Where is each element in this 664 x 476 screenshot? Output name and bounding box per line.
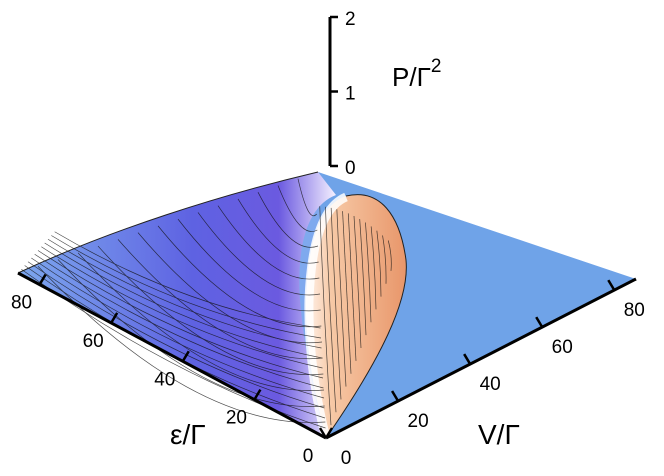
z-tick-label: 0: [345, 158, 356, 179]
v-axis-line: [325, 277, 637, 440]
eps-tick-label: 0: [303, 446, 314, 467]
surface-mesh: [21, 178, 392, 429]
v-tick-label: 80: [624, 300, 645, 321]
mesh-line: [77, 252, 325, 391]
v-axis-label: V/Γ: [478, 419, 520, 450]
mesh-line: [376, 230, 382, 297]
z-tick-label: 2: [345, 9, 356, 30]
mesh-line: [330, 207, 342, 400]
mesh-line: [197, 212, 321, 296]
v-tick-mark: [463, 353, 472, 365]
mesh-line: [27, 261, 325, 409]
eps-tick-label: 40: [154, 369, 175, 390]
mesh-line: [237, 198, 319, 264]
eps-tick-mark: [181, 350, 190, 362]
eps-tick-mark: [324, 427, 334, 439]
mesh-line: [365, 222, 372, 323]
mesh-line: [31, 257, 325, 399]
v-tick-label: 0: [341, 448, 352, 469]
eps-tick-mark: [38, 273, 47, 286]
eps-tick-label: 80: [11, 293, 32, 314]
v-tick-mark: [535, 316, 544, 328]
eps-tick-mark: [253, 388, 262, 401]
mesh-line: [157, 225, 322, 328]
mesh-line: [117, 239, 323, 360]
eps-axis-label: ε/Γ: [170, 419, 206, 450]
mesh-line: [325, 206, 337, 413]
surface-left-sheet: [18, 172, 336, 438]
mesh-line: [319, 206, 332, 426]
mesh-line: [51, 235, 322, 339]
eps-tick-label: 60: [83, 331, 104, 352]
z-axis-label-exponent: 2: [431, 56, 442, 77]
v-tick-label: 40: [480, 374, 501, 395]
v-tick-mark: [318, 427, 328, 439]
z-axis-label: P/Γ2: [392, 56, 441, 92]
mesh-line: [54, 231, 321, 329]
mesh-line: [41, 246, 323, 369]
v-ticks: 0 20 40 60 80: [318, 279, 645, 469]
eps-ticks: 0 20 40 60 80: [11, 273, 334, 467]
mesh-line: [137, 232, 323, 344]
mesh-line: [257, 192, 319, 248]
z-tick-label: 1: [345, 84, 356, 105]
mesh-line: [342, 211, 352, 374]
mesh-line: [353, 215, 362, 349]
eps-axis-line: [17, 271, 327, 440]
mesh-line: [359, 219, 367, 336]
v-tick-mark: [607, 279, 616, 291]
v-tick-label: 60: [552, 337, 573, 358]
eps-tick-mark: [110, 312, 119, 324]
mesh-line: [47, 238, 322, 349]
surface-ridge: [304, 192, 349, 440]
z-axis-label-base: P/Γ: [392, 62, 431, 92]
mesh-line: [336, 209, 347, 387]
mesh-line: [57, 259, 325, 407]
mesh-line: [277, 185, 318, 232]
surface-outline: [17, 171, 407, 439]
mesh-line: [97, 245, 324, 376]
v-tick-label: 20: [408, 411, 429, 432]
mesh-line: [37, 250, 324, 379]
mesh-line: [347, 213, 357, 361]
mesh-line: [34, 253, 324, 389]
surface-right-sheet: [305, 194, 407, 438]
mesh-line: [44, 242, 323, 359]
mesh-line: [387, 240, 392, 271]
mesh-line: [217, 205, 320, 280]
z-ticks: 0 1 2: [330, 9, 356, 179]
mesh-line: [370, 226, 377, 310]
eps-tick-label: 20: [226, 408, 247, 429]
mesh-line: [382, 235, 387, 284]
mesh-line: [177, 218, 321, 312]
mesh-line: [297, 178, 317, 216]
v-tick-mark: [391, 390, 400, 402]
